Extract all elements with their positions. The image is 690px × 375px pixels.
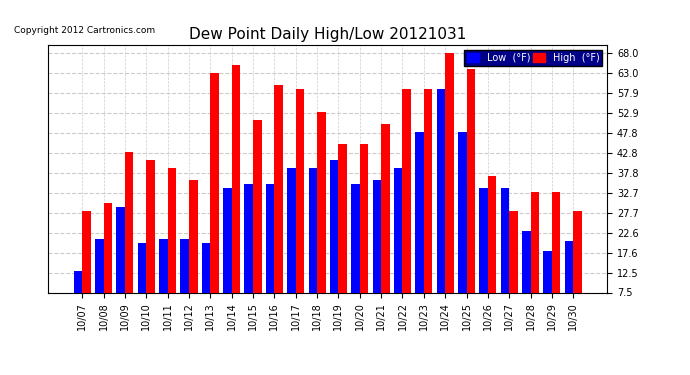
Bar (480, 188, 488, 322)
Bar (95, 239, 104, 322)
Bar (488, 176, 496, 322)
Bar (223, 188, 232, 322)
Bar (189, 180, 197, 322)
Bar (308, 168, 317, 322)
Bar (125, 152, 133, 322)
Bar (424, 88, 433, 322)
Bar (522, 231, 531, 322)
Legend: Low  (°F), High  (°F): Low (°F), High (°F) (464, 50, 602, 66)
Bar (74, 271, 82, 322)
Bar (104, 203, 112, 322)
Title: Dew Point Daily High/Low 20121031: Dew Point Daily High/Low 20121031 (189, 27, 466, 42)
Bar (552, 192, 560, 322)
Bar (458, 132, 466, 322)
Bar (168, 168, 176, 322)
Bar (296, 88, 304, 322)
Bar (501, 188, 509, 322)
Bar (359, 144, 368, 322)
Bar (351, 184, 359, 322)
Bar (253, 120, 262, 322)
Bar (159, 239, 168, 322)
Bar (437, 88, 445, 322)
Bar (415, 132, 424, 322)
Bar (394, 168, 402, 322)
Bar (543, 251, 552, 322)
Bar (338, 144, 347, 322)
Bar (317, 112, 326, 322)
Bar (330, 160, 338, 322)
Bar (232, 65, 240, 322)
Bar (287, 168, 296, 322)
Bar (210, 73, 219, 322)
Bar (564, 241, 573, 322)
Bar (244, 184, 253, 322)
Bar (82, 211, 91, 322)
Bar (201, 243, 210, 322)
Bar (181, 239, 189, 322)
Bar (445, 53, 454, 322)
Bar (266, 184, 275, 322)
Bar (509, 211, 518, 322)
Bar (146, 160, 155, 322)
Bar (138, 243, 146, 322)
Bar (381, 124, 390, 322)
Bar (373, 180, 381, 322)
Bar (117, 207, 125, 322)
Bar (466, 69, 475, 322)
Bar (275, 85, 283, 322)
Text: Copyright 2012 Cartronics.com: Copyright 2012 Cartronics.com (14, 26, 155, 35)
Bar (573, 211, 582, 322)
Bar (402, 88, 411, 322)
Bar (531, 192, 539, 322)
